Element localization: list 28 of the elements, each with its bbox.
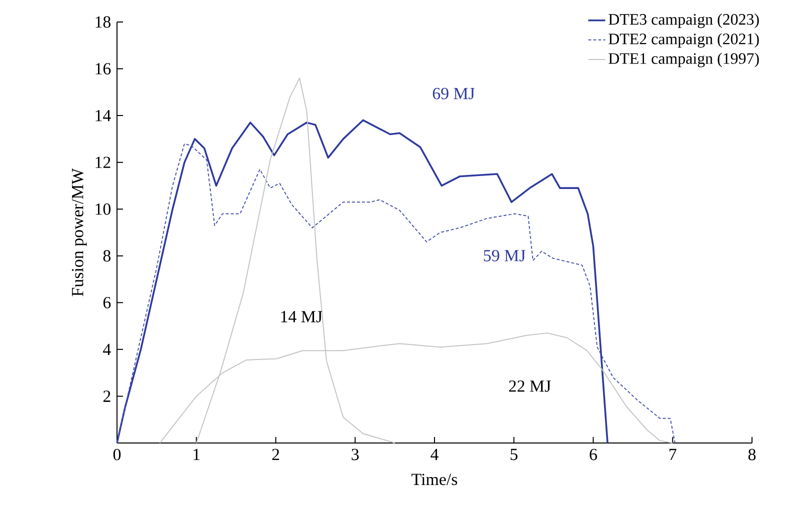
y-tick-label: 18 <box>96 16 111 28</box>
legend-label: DTE2 campaign (2021) <box>608 33 759 48</box>
y-tick-label: 14 <box>96 110 111 122</box>
x-axis-title: Time/s <box>412 474 458 486</box>
y-tick-label: 6 <box>103 296 111 308</box>
x-tick-label: 0 <box>113 448 121 460</box>
y-tick-label: 8 <box>103 250 111 262</box>
legend-label: DTE1 campaign (1997) <box>608 52 759 68</box>
x-tick-label: 5 <box>510 448 518 460</box>
y-tick-label: 12 <box>96 156 110 168</box>
annotation: 22 MJ <box>509 380 551 392</box>
line-series <box>116 143 676 444</box>
x-tick-label: 1 <box>194 448 200 460</box>
x-tick-label: 3 <box>352 448 359 460</box>
y-tick-label: 2 <box>103 390 110 402</box>
y-tick-label: 16 <box>96 63 111 74</box>
annotation: 69 MJ <box>432 88 475 100</box>
x-tick-label: 6 <box>590 448 597 460</box>
y-tick-label: 10 <box>96 203 111 215</box>
annotation: 14 MJ <box>281 311 322 322</box>
x-tick-label: 2 <box>272 448 280 460</box>
y-axis-title: Fusion power/MW <box>72 168 87 296</box>
annotation: 59 MJ <box>484 250 526 262</box>
x-tick-label: 8 <box>748 448 756 460</box>
x-tick-label: 7 <box>670 448 676 460</box>
y-tick-label: 4 <box>103 344 111 356</box>
legend-label: DTE3 campaign (2023) <box>608 14 759 28</box>
x-tick-label: 4 <box>430 448 438 460</box>
